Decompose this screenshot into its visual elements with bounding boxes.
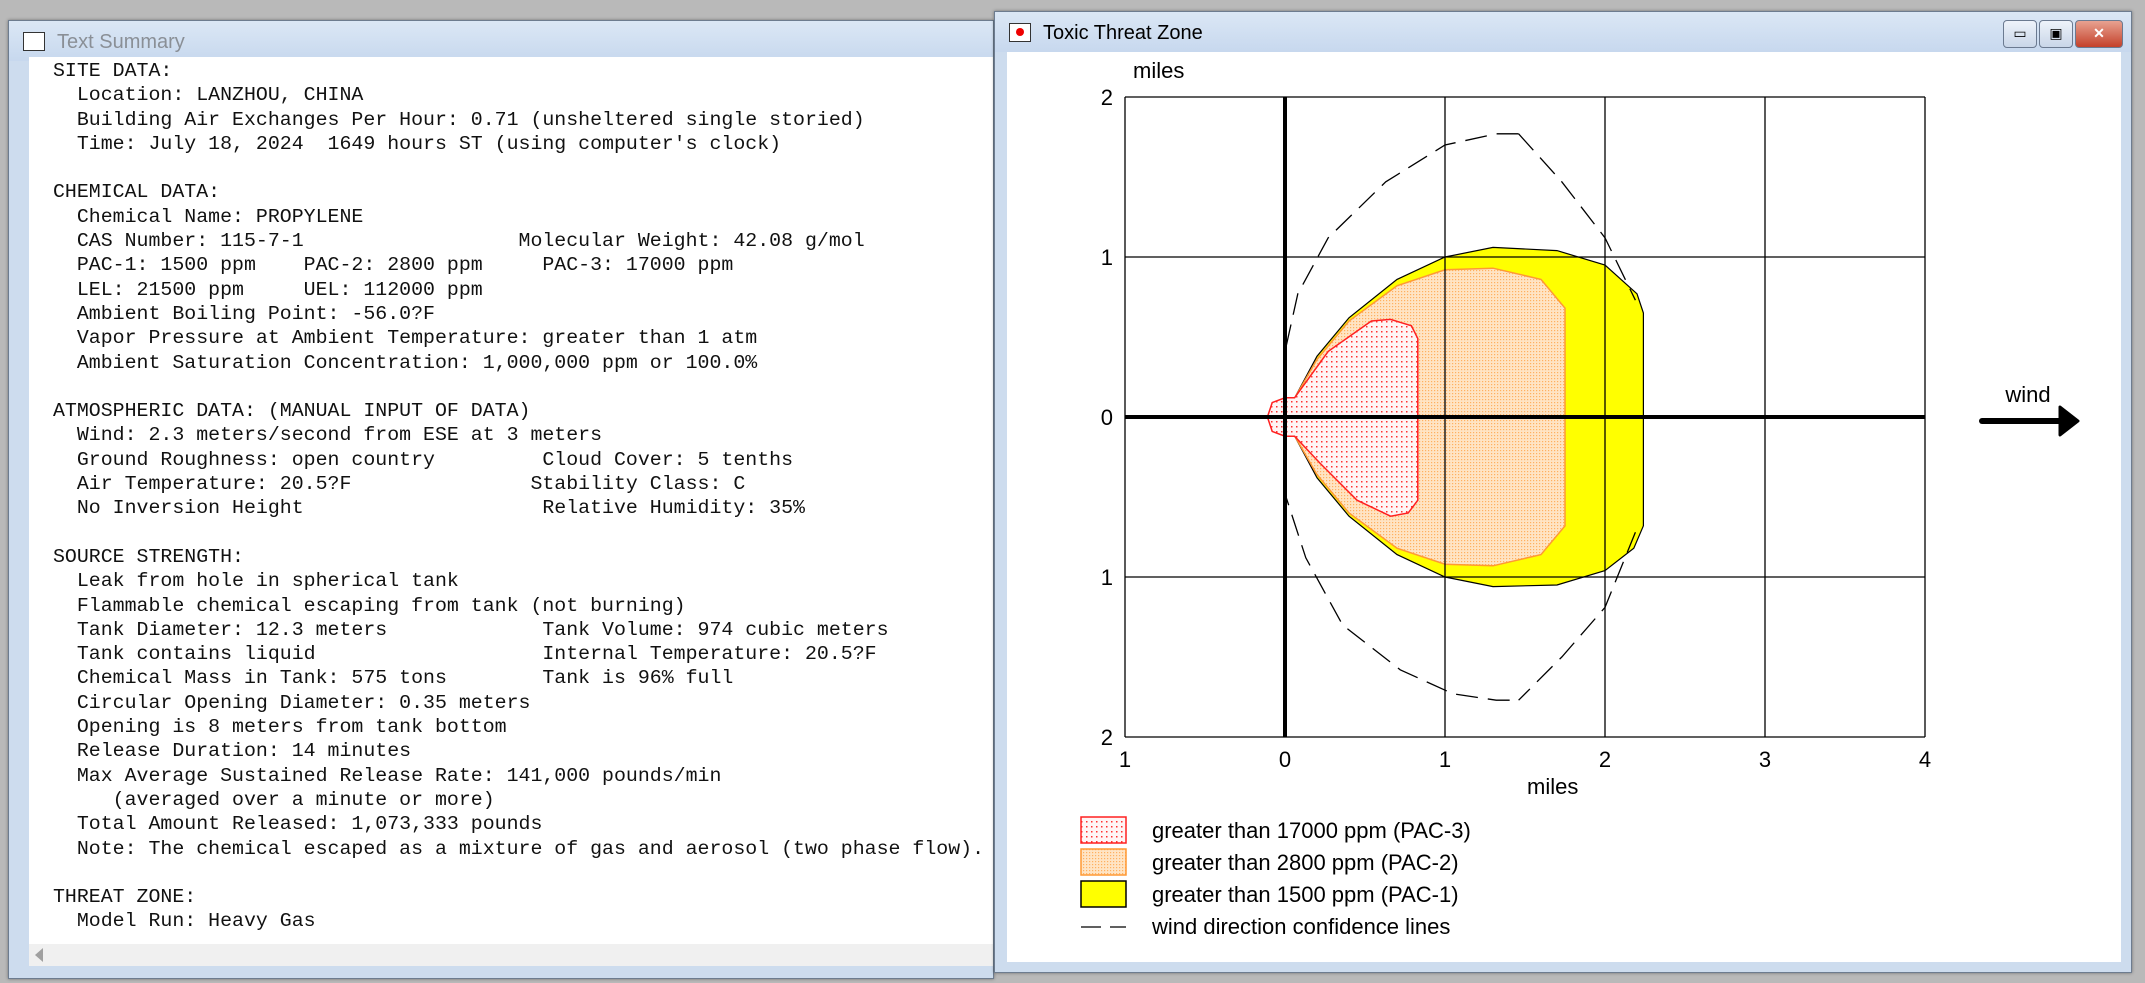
text-summary-titlebar[interactable]: Text Summary xyxy=(9,21,993,61)
summary-line: (averaged over a minute or more) xyxy=(53,788,495,811)
summary-line: Chemical Name: PROPYLENE xyxy=(53,205,364,228)
summary-line: Air Temperature: 20.5?F Stability Class:… xyxy=(53,473,746,496)
y-tick-label: 2 xyxy=(1101,725,1113,750)
summary-line: ATMOSPHERIC DATA: (MANUAL INPUT OF DATA) xyxy=(53,400,531,423)
horizontal-scrollbar[interactable] xyxy=(29,944,993,966)
summary-line: Model Run: Heavy Gas xyxy=(53,910,316,933)
summary-line: No Inversion Height Relative Humidity: 3… xyxy=(53,497,805,520)
close-button[interactable]: ✕ xyxy=(2075,20,2123,48)
x-tick-label: 2 xyxy=(1599,747,1611,772)
threat-zone-titlebar[interactable]: Toxic Threat Zone ▭ ▣ ✕ xyxy=(995,12,2131,52)
text-summary-content: SITE DATA: Location: LANZHOU, CHINA Buil… xyxy=(29,57,993,944)
confidence-line xyxy=(1518,531,1637,701)
summary-line: Tank contains liquid Internal Temperatur… xyxy=(53,643,877,666)
y-tick-label: 1 xyxy=(1101,245,1113,270)
summary-line: LEL: 21500 ppm UEL: 112000 ppm xyxy=(53,278,483,301)
summary-line: Release Duration: 14 minutes xyxy=(53,740,412,763)
summary-line: Location: LANZHOU, CHINA xyxy=(53,84,364,107)
y-axis-label: miles xyxy=(1133,58,1184,83)
legend-label: wind direction confidence lines xyxy=(1151,914,1450,939)
app-icon xyxy=(23,32,45,51)
summary-line: THREAT ZONE: xyxy=(53,886,197,909)
text-summary-window: Text Summary SITE DATA: Location: LANZHO… xyxy=(8,20,994,979)
confidence-line xyxy=(1284,133,1519,701)
x-tick-label: 4 xyxy=(1919,747,1931,772)
legend-label: greater than 1500 ppm (PAC-1) xyxy=(1152,882,1459,907)
summary-line: Flammable chemical escaping from tank (n… xyxy=(53,594,686,617)
summary-line: Total Amount Released: 1,073,333 pounds xyxy=(53,813,543,836)
maximize-button[interactable]: ▣ xyxy=(2039,20,2073,48)
y-tick-label: 2 xyxy=(1101,85,1113,110)
window-title: Toxic Threat Zone xyxy=(1043,22,1203,44)
app-icon xyxy=(1009,23,1031,42)
wind-label: wind xyxy=(2004,382,2050,407)
summary-line: Note: The chemical escaped as a mixture … xyxy=(53,837,985,860)
y-tick-label: 1 xyxy=(1101,565,1113,590)
x-tick-label: 1 xyxy=(1439,747,1451,772)
summary-line: Time: July 18, 2024 1649 hours ST (using… xyxy=(53,132,782,155)
summary-line: Opening is 8 meters from tank bottom xyxy=(53,716,507,739)
legend-swatch xyxy=(1080,816,1127,844)
summary-text: SITE DATA: Location: LANZHOU, CHINA Buil… xyxy=(53,59,984,934)
summary-line: Wind: 2.3 meters/second from ESE at 3 me… xyxy=(53,424,603,447)
x-tick-label: 3 xyxy=(1759,747,1771,772)
summary-line: CAS Number: 115-7-1 Molecular Weight: 42… xyxy=(53,230,865,253)
minimize-button[interactable]: ▭ xyxy=(2003,20,2037,48)
summary-line: Building Air Exchanges Per Hour: 0.71 (u… xyxy=(53,108,865,131)
summary-line: SITE DATA: xyxy=(53,60,173,82)
summary-line: Vapor Pressure at Ambient Temperature: g… xyxy=(53,327,758,350)
summary-line: Circular Opening Diameter: 0.35 meters xyxy=(53,691,531,714)
window-title: Text Summary xyxy=(57,31,185,53)
scroll-left-icon[interactable] xyxy=(35,948,43,962)
legend-swatch xyxy=(1080,880,1127,908)
summary-line: PAC-1: 1500 ppm PAC-2: 2800 ppm PAC-3: 1… xyxy=(53,254,734,277)
summary-line: Max Average Sustained Release Rate: 141,… xyxy=(53,764,722,787)
y-tick-label: 0 xyxy=(1101,405,1113,430)
legend-swatch xyxy=(1080,848,1127,876)
summary-line: Ground Roughness: open country Cloud Cov… xyxy=(53,448,794,471)
legend-label: greater than 2800 ppm (PAC-2) xyxy=(1152,850,1459,875)
wind-arrow-icon xyxy=(1979,405,2080,437)
confidence-line xyxy=(1518,133,1636,301)
x-axis-label: miles xyxy=(1527,774,1578,799)
summary-line: Leak from hole in spherical tank xyxy=(53,570,459,593)
summary-line: Ambient Saturation Concentration: 1,000,… xyxy=(53,351,758,374)
summary-line: SOURCE STRENGTH: xyxy=(53,545,244,568)
summary-line: CHEMICAL DATA: xyxy=(53,181,221,204)
legend-label: greater than 17000 ppm (PAC-3) xyxy=(1152,818,1471,843)
x-tick-label: 0 xyxy=(1279,747,1291,772)
summary-line: Ambient Boiling Point: -56.0?F xyxy=(53,302,435,325)
summary-line: Chemical Mass in Tank: 575 tons Tank is … xyxy=(53,667,734,690)
x-tick-label: 1 xyxy=(1119,747,1131,772)
summary-line: Tank Diameter: 12.3 meters Tank Volume: … xyxy=(53,618,889,641)
